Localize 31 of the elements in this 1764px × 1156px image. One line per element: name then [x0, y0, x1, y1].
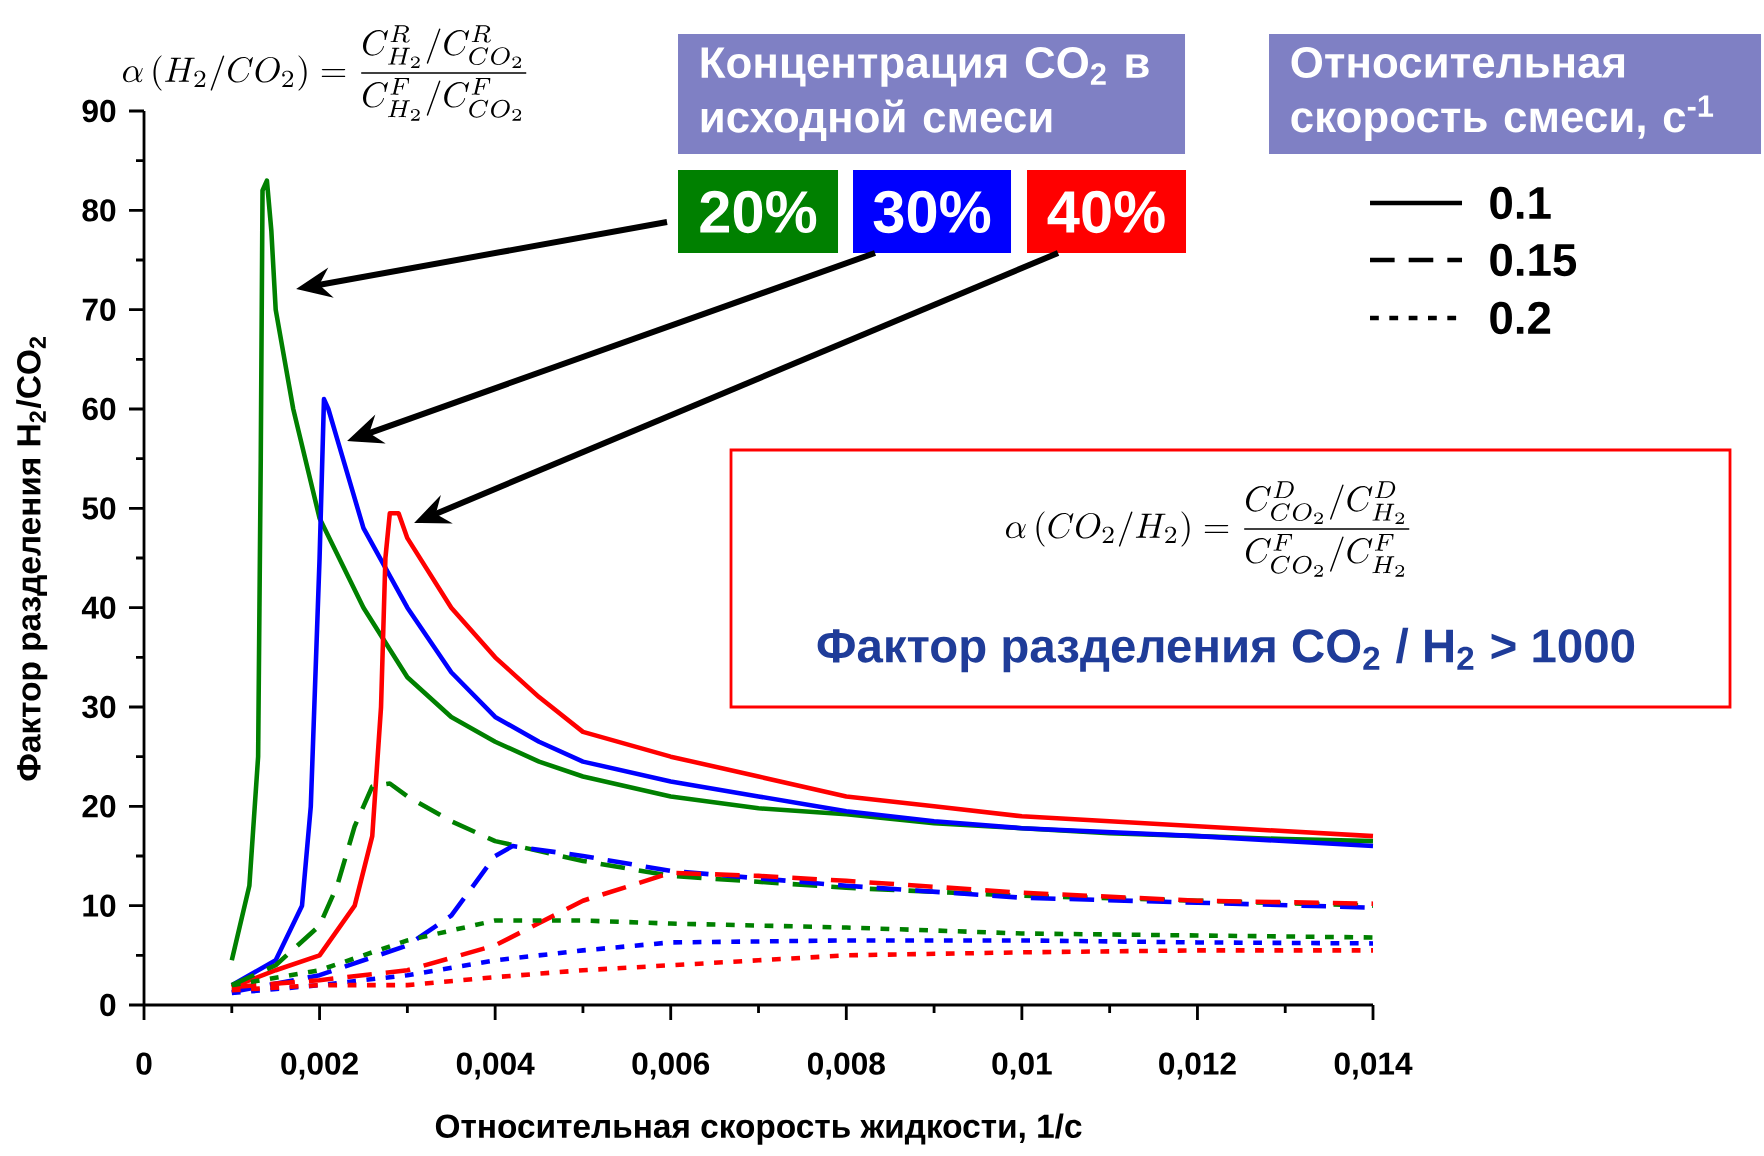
annotation: 20%: [700, 190, 817, 233]
text: 0.15: [1490, 243, 1577, 276]
annotation: Фактор разделения CO$_{2}$ / H$_{2}$ > 1000: [817, 627, 1635, 672]
x-tick-label: 0,004: [456, 1052, 535, 1080]
x-tick-label: 0,01: [992, 1052, 1052, 1080]
annotation: $\alpha\left(CO_2/H_2\right)=\dfrac{C^D_{CO_2}/C^D_{H_2}}{C^F_{CO_2}/C^F_{H_2}}$: [1005, 481, 1410, 577]
x-tick-label: 0,002: [281, 1052, 358, 1080]
text: 0.2: [1490, 301, 1551, 334]
x-tick-label: 0: [136, 1052, 152, 1075]
annotation: 40%: [1047, 190, 1165, 233]
y-tick-label: 10: [83, 894, 116, 917]
x-tick-label: 0,008: [807, 1052, 885, 1080]
x-tick-label: 0,012: [1159, 1052, 1236, 1080]
y-axis-title: Фактор разделения H$_{2}$/CO$_{2}$: [16, 336, 48, 781]
annotation: 30%: [873, 190, 991, 234]
x-tick-label: 0,006: [632, 1052, 710, 1080]
y-tick-label: 20: [82, 794, 116, 818]
y-tick-label: 80: [82, 198, 116, 222]
x-tick-label: 0,014: [1334, 1052, 1413, 1080]
y-tick-label: 50: [82, 496, 116, 520]
y-tick-label: 60: [82, 397, 116, 421]
text: 0.1: [1490, 186, 1551, 219]
annotation: $\alpha\left(H_2/CO_2\right)=\dfrac{C^R_{H_2}/C^R_{CO_2}}{C^F_{H_2}/C^F_{CO_2}}$: [122, 25, 527, 121]
y-tick-label: 30: [82, 695, 116, 719]
text: Концентрация CO$_{2}$ в исходной смеси: [701, 46, 1149, 141]
y-tick-label: 90: [82, 99, 116, 123]
y-tick-label: 0: [100, 993, 116, 1017]
y-tick-label: 70: [82, 298, 116, 321]
y-tick-label: 40: [81, 596, 116, 619]
annotation: Относительная скорость смеси, с$^{-1}$: [1291, 46, 1714, 141]
x-axis-title: Относительная скорость жидкости, 1/с: [435, 1113, 1082, 1145]
